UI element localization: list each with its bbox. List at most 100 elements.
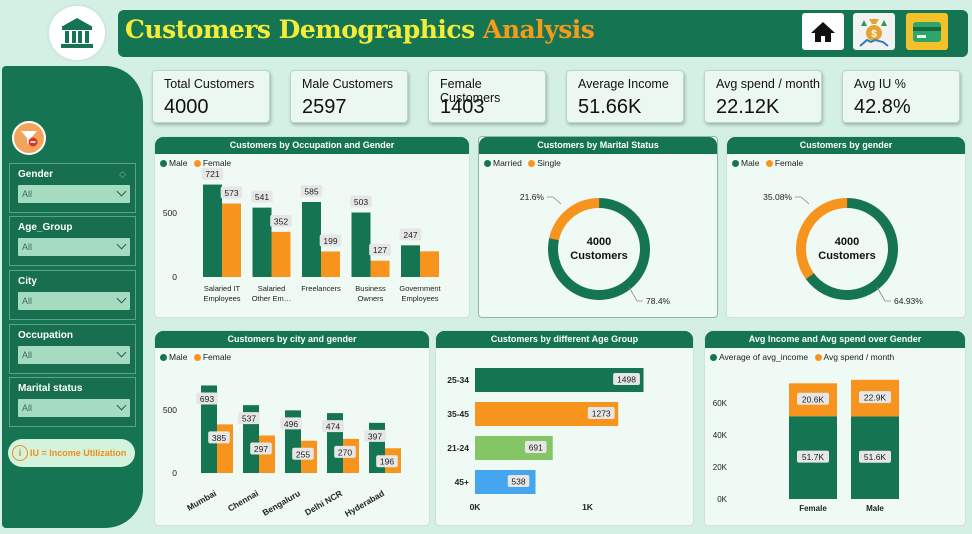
- data-label: 693: [200, 394, 214, 404]
- legend-dot-spend: [814, 354, 822, 361]
- data-label-bg: [250, 442, 272, 455]
- bar-male: [302, 202, 321, 277]
- age-chart-panel: Customers by different Age Group 25-34 14…: [435, 330, 694, 526]
- marital-status-slicer: Marital status All: [9, 377, 136, 427]
- data-label: 297: [254, 444, 268, 454]
- leader-line: [876, 286, 891, 302]
- data-label: 385: [212, 433, 226, 443]
- dropdown-value: All: [22, 403, 33, 413]
- legend-dot-female: [765, 160, 773, 167]
- chevron-down-icon: [116, 239, 127, 250]
- data-label: 691: [529, 443, 543, 453]
- x-tick-label: Hyderabad: [343, 488, 386, 519]
- age-group-slicer: Age_Group All: [9, 216, 136, 266]
- x-tick-label: Chennai: [226, 488, 260, 513]
- data-label: 196: [380, 457, 394, 467]
- donut-center-label: Customers: [570, 250, 627, 262]
- clear-filter-button[interactable]: [12, 121, 46, 155]
- data-label: 537: [242, 414, 256, 424]
- age-group-dropdown[interactable]: All: [18, 238, 130, 256]
- legend-label: Married: [493, 158, 522, 168]
- kpi-label: Male Customers: [302, 77, 393, 91]
- kpi-label: Average Income: [578, 77, 669, 91]
- money-button[interactable]: $: [853, 13, 895, 50]
- data-label: 1498: [617, 375, 636, 385]
- marital-status-dropdown[interactable]: All: [18, 399, 130, 417]
- data-label: 538: [511, 477, 525, 487]
- marital-chart-panel: Customers by Marital Status Married Sing…: [478, 136, 718, 318]
- x-tick-label: Freelancers: [301, 284, 341, 293]
- donut-center-value: 4000: [835, 236, 859, 248]
- x-tick-label: Government: [399, 284, 441, 293]
- y-tick-label: 0: [172, 468, 177, 478]
- legend-label: Female: [202, 352, 232, 362]
- city-dropdown[interactable]: All: [18, 292, 130, 310]
- credit-card-button[interactable]: [906, 13, 948, 50]
- bar-female: [271, 231, 291, 277]
- data-label-bg: [376, 455, 398, 468]
- bar-female: [321, 251, 340, 277]
- slice-single: [547, 198, 650, 300]
- bank-logo: [47, 4, 107, 62]
- chevron-down-icon: [116, 347, 127, 358]
- data-label: 1273: [592, 409, 611, 419]
- bar-male: [201, 385, 217, 473]
- kpi-label: Avg spend / month: [716, 77, 821, 91]
- y-tick-label: 0K: [717, 495, 727, 504]
- x-tick-label: 0K: [470, 502, 482, 512]
- slicer-erase-icon[interactable]: ◇: [119, 169, 126, 179]
- slicer-label: Occupation: [18, 330, 74, 341]
- city-bar-chart: 0 500 693 385 Mumbai 537 297 Chennai 496 255 Benga…: [163, 385, 401, 519]
- legend-dot-male: [732, 160, 739, 167]
- y-tick-label: 500: [163, 405, 177, 415]
- y-tick-label: 0: [172, 272, 177, 282]
- legend-label: Female: [774, 158, 804, 168]
- data-label-bg: [251, 190, 273, 203]
- data-label-bg: [208, 431, 230, 444]
- title-part-2: Analysis: [482, 15, 595, 44]
- kpi-label: Female Customers: [440, 77, 501, 105]
- x-tick-label: Male: [866, 504, 884, 513]
- x-tick-label: Owners: [358, 294, 384, 303]
- legend-label: Single: [537, 158, 561, 168]
- home-button[interactable]: [802, 13, 844, 50]
- slicer-label: Gender: [18, 169, 54, 180]
- chart-legend: Average of avg_income Avg spend / month: [710, 352, 894, 362]
- data-label: 352: [274, 216, 288, 226]
- kpi-label: Total Customers: [164, 77, 255, 91]
- data-label-bg: [238, 412, 260, 425]
- data-label-bg: [587, 407, 615, 419]
- data-label: 397: [368, 431, 382, 441]
- y-tick-label: 35-45: [447, 409, 469, 419]
- income-stacked-bar-chart: 0K 20K 40K 60K 51.7K 20.6K Female 51.6K 22.9K Mal…: [713, 379, 899, 513]
- y-tick-label: 21-24: [447, 443, 469, 453]
- kpi-value: 22.12K: [716, 96, 780, 118]
- slice-label: 21.6%: [520, 192, 545, 202]
- legend-dot-male: [160, 160, 167, 167]
- kpi-total-customers: Total Customers 4000: [152, 70, 270, 123]
- data-label-bg: [300, 185, 323, 197]
- data-label-bg: [201, 167, 224, 180]
- data-label-bg: [613, 373, 640, 385]
- y-tick-label: 45+: [455, 477, 469, 487]
- svg-text:$: $: [871, 29, 877, 40]
- y-tick-label: 25-34: [447, 375, 469, 385]
- data-label-bg: [319, 234, 342, 247]
- data-label: 127: [373, 245, 387, 255]
- occupation-dropdown[interactable]: All: [18, 346, 130, 364]
- kpi-value: 1403: [440, 96, 485, 118]
- data-label-bg: [399, 228, 422, 241]
- gender-donut-chart: 4000 Customers 35.08% 64.93%: [763, 192, 923, 306]
- legend-label: Male: [741, 158, 760, 168]
- clear-filter-icon: [21, 131, 38, 147]
- gender-chart-panel: Customers by gender Male Female 4000 Cust…: [726, 136, 966, 318]
- kpi-label: Avg IU %: [854, 77, 906, 91]
- chart-title: Customers by gender: [727, 137, 965, 154]
- bank-icon: [61, 18, 93, 48]
- dropdown-value: All: [22, 296, 33, 306]
- donut-center-value: 4000: [587, 236, 611, 248]
- gender-dropdown[interactable]: All: [18, 185, 130, 203]
- x-tick-label: Salaried: [258, 284, 286, 293]
- data-label-bg: [270, 214, 292, 227]
- credit-card-icon: [913, 21, 941, 42]
